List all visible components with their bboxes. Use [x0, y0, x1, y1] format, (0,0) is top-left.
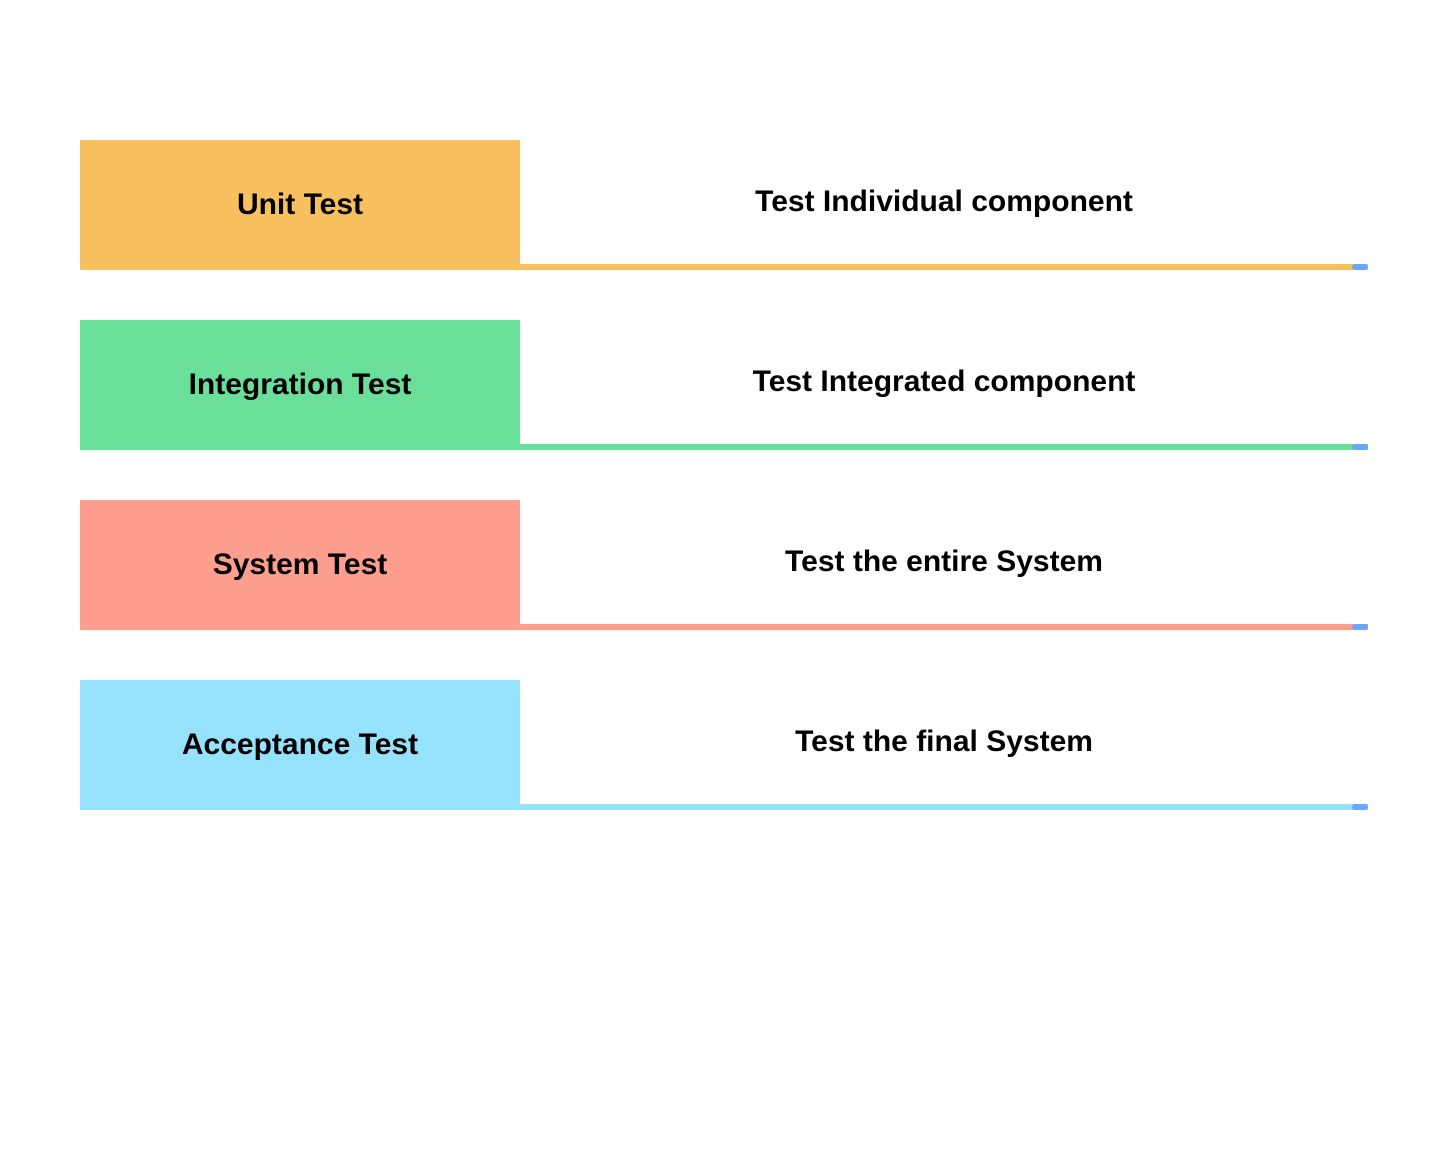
test-level-label-box: System Test [80, 500, 520, 630]
test-level-description-box: Test the final System [520, 680, 1368, 810]
test-level-description-box: Test Integrated component [520, 320, 1368, 450]
test-level-row: Acceptance Test Test the final System [80, 680, 1368, 810]
test-level-description: Test Integrated component [753, 365, 1136, 399]
test-level-label-box: Unit Test [80, 140, 520, 270]
test-level-row: System Test Test the entire System [80, 500, 1368, 630]
test-level-description-box: Test Individual component [520, 140, 1368, 270]
test-level-label: Acceptance Test [182, 728, 418, 762]
test-level-label-box: Integration Test [80, 320, 520, 450]
test-level-label-box: Acceptance Test [80, 680, 520, 810]
test-level-label: Unit Test [237, 188, 363, 222]
test-level-row: Unit Test Test Individual component [80, 140, 1368, 270]
test-level-description: Test Individual component [755, 185, 1133, 219]
test-level-description: Test the final System [795, 725, 1093, 759]
test-level-label: Integration Test [189, 368, 412, 402]
testing-levels-diagram: Unit Test Test Individual component Integr… [80, 140, 1368, 810]
test-level-description: Test the entire System [785, 545, 1103, 579]
test-level-label: System Test [213, 548, 388, 582]
test-level-description-box: Test the entire System [520, 500, 1368, 630]
test-level-row: Integration Test Test Integrated componen… [80, 320, 1368, 450]
